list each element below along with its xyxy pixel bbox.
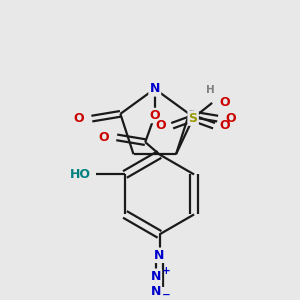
Text: +: + [162, 266, 170, 275]
Text: O: O [149, 109, 160, 122]
Text: O: O [98, 131, 109, 144]
Text: S: S [189, 112, 198, 124]
Text: O: O [74, 112, 84, 125]
Text: N: N [151, 270, 161, 283]
Text: O: O [225, 112, 236, 125]
Text: N: N [151, 285, 161, 298]
Text: N: N [154, 249, 165, 262]
Text: O: O [156, 119, 166, 132]
Text: H: H [206, 85, 214, 95]
Text: HO: HO [70, 168, 91, 181]
Text: O: O [220, 119, 230, 132]
Text: N: N [150, 82, 160, 95]
Text: O: O [220, 96, 230, 110]
Text: −: − [162, 290, 170, 300]
